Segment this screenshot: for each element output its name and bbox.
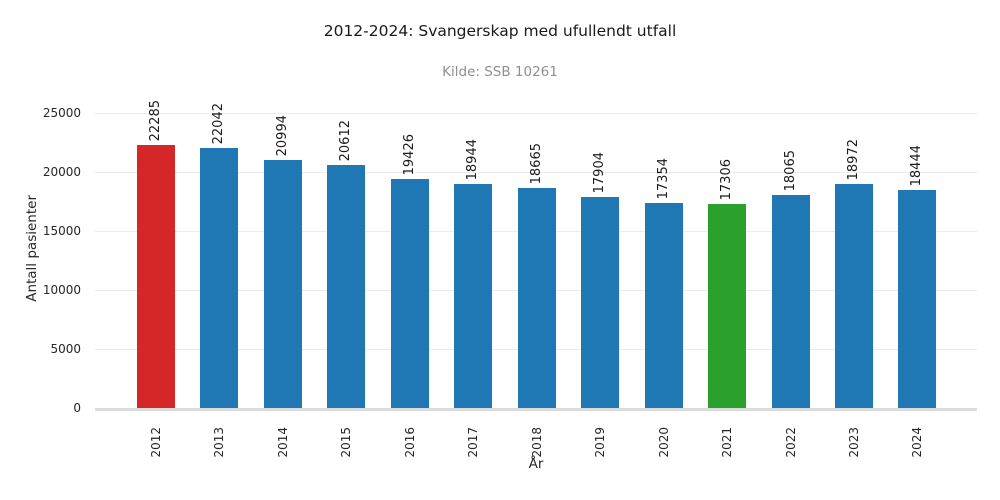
x-tick-label-2015: 2015 [339, 427, 354, 458]
bar-2013 [200, 148, 239, 408]
x-tick-label-2016: 2016 [402, 427, 417, 458]
bar-value-label-2013: 22042 [211, 102, 227, 144]
bar-2014 [263, 160, 302, 408]
x-tick-label-2024: 2024 [910, 427, 925, 458]
bar-value-label-2017: 18944 [465, 138, 481, 180]
bar-value-label-2022: 18065 [782, 149, 798, 191]
bar-2022 [771, 195, 810, 408]
y-tick-label-0: 0 [73, 401, 81, 415]
y-tick-label-20000: 20000 [42, 165, 81, 179]
chart-title: 2012-2024: Svangerskap med ufullendt utf… [323, 22, 677, 40]
x-tick-label-2012: 2012 [149, 427, 163, 458]
bar-2024 [898, 190, 937, 408]
bar-2018 [517, 188, 556, 408]
bar-2017 [454, 184, 493, 408]
x-tick-label-2017: 2017 [466, 427, 481, 458]
y-tick-label-10000: 10000 [42, 283, 81, 297]
y-tick-label-15000: 15000 [42, 224, 81, 238]
bar-value-label-2024: 18444 [909, 144, 925, 186]
bar-value-label-2012: 22285 [148, 99, 163, 141]
x-tick-label-2020: 2020 [656, 427, 671, 458]
bar-2020 [644, 203, 683, 408]
x-tick-label-2021: 2021 [720, 427, 735, 458]
gridline-25000 [95, 113, 977, 114]
y-tick-label-5000: 5000 [50, 342, 81, 356]
bar-value-label-2020: 17354 [655, 157, 671, 199]
x-tick-label-2022: 2022 [783, 427, 798, 458]
gridline-20000 [95, 172, 977, 173]
bar-2016 [390, 179, 429, 408]
bar-2012 [137, 145, 175, 408]
x-tick-label-2013: 2013 [212, 427, 227, 458]
bar-2021 [708, 204, 747, 408]
bar-value-label-2018: 18665 [528, 142, 544, 184]
y-tick-label-25000: 25000 [42, 106, 81, 120]
bar-2015 [327, 165, 366, 408]
x-tick-label-2023: 2023 [846, 427, 861, 458]
chart-subtitle: Kilde: SSB 10261 [442, 64, 558, 80]
bar-value-label-2016: 19426 [401, 133, 417, 175]
bar-value-label-2023: 18972 [845, 138, 861, 180]
bar-2019 [581, 197, 620, 408]
bar-value-label-2014: 20994 [274, 114, 290, 156]
x-axis-line [95, 408, 977, 411]
bar-value-label-2015: 20612 [338, 119, 354, 161]
x-axis-label: År [528, 456, 544, 472]
bar-value-label-2019: 17904 [592, 151, 608, 193]
x-tick-label-2018: 2018 [529, 427, 544, 458]
x-tick-label-2014: 2014 [275, 427, 290, 458]
x-tick-label-2019: 2019 [593, 427, 608, 458]
bar-value-label-2021: 17306 [719, 158, 735, 200]
plot-area: 22285 22042 20994 20612 19426 18944 18665 17904… [95, 100, 977, 411]
bar-2023 [834, 184, 873, 408]
